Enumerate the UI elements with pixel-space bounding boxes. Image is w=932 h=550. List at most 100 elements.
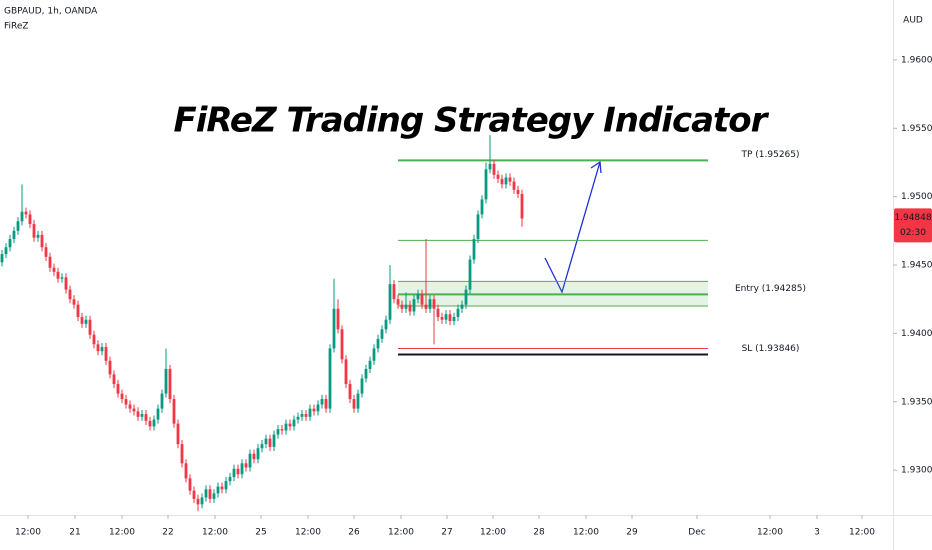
candle-body <box>424 304 428 309</box>
candle-body <box>356 393 360 409</box>
candle-body <box>388 284 392 320</box>
candle-body <box>20 211 24 222</box>
candle-body <box>268 438 272 447</box>
candle-body <box>64 277 68 290</box>
candle-body <box>152 419 156 427</box>
candle-body <box>100 347 104 352</box>
arrow <box>544 160 602 294</box>
x-tick-label: 25 <box>255 528 266 538</box>
candle-body <box>352 399 356 409</box>
candle-body <box>224 481 228 490</box>
candle-body <box>108 360 112 375</box>
candle-body <box>160 393 164 409</box>
candle-body <box>440 316 444 320</box>
candle-body <box>92 334 96 345</box>
candle-body <box>228 476 232 482</box>
candle-body <box>360 378 364 394</box>
candle-body <box>332 308 336 349</box>
candle-body <box>372 348 376 361</box>
candle-body <box>88 319 92 335</box>
level-label: Entry (1.94285) <box>735 284 806 294</box>
candle-body <box>324 399 328 409</box>
y-tick-label: 1.96000 <box>901 55 932 65</box>
candle-body <box>484 169 488 200</box>
level-label: TP (1.95265) <box>740 150 799 160</box>
candle-body <box>396 299 400 305</box>
x-tick-label: 12:00 <box>109 528 135 538</box>
candle-body <box>36 234 40 238</box>
candle-body <box>208 489 212 499</box>
candle-body <box>164 368 168 394</box>
x-tick-label: 12:00 <box>202 528 228 538</box>
candle-body <box>4 247 8 255</box>
candle-body <box>304 414 308 417</box>
candle-body <box>476 214 480 240</box>
candle-body <box>280 429 284 431</box>
candle-body <box>448 314 452 322</box>
x-tick-label: 12:00 <box>573 528 599 538</box>
candle-body <box>380 329 384 339</box>
candle-body <box>32 223 36 238</box>
candle-body <box>48 256 52 268</box>
candle-body <box>56 271 60 279</box>
candle-body <box>220 486 224 490</box>
y-tick-label: 1.93000 <box>901 466 932 476</box>
last-price-label: 1.94848 <box>894 213 931 223</box>
candle-body <box>288 423 292 427</box>
candle-body <box>328 348 332 409</box>
candle-body <box>252 453 256 460</box>
x-tick-label: 12:00 <box>295 528 321 538</box>
candle-body <box>520 193 524 219</box>
candle-body <box>192 490 196 499</box>
candle-body <box>468 259 472 290</box>
candle-body <box>148 420 152 427</box>
candle-body <box>140 414 144 417</box>
candle-body <box>508 177 512 182</box>
candle-body <box>76 304 80 317</box>
candle-body <box>240 463 244 475</box>
candle-body <box>416 293 420 300</box>
x-tick-label: 27 <box>441 528 452 538</box>
candle-body <box>28 214 32 224</box>
candle-body <box>312 408 316 412</box>
candle-body <box>84 319 88 324</box>
candle-body <box>44 247 48 257</box>
candle-body <box>500 178 504 185</box>
candle-body <box>200 497 204 505</box>
x-tick-label: 12:00 <box>15 528 41 538</box>
candle-body <box>264 438 268 445</box>
candle-body <box>296 416 300 420</box>
candle-body <box>80 316 84 324</box>
chart-title: FiReZ Trading Strategy Indicator <box>174 101 770 141</box>
candle-body <box>276 429 280 435</box>
indicator-name: FiReZ <box>4 22 29 32</box>
candle-body <box>212 493 216 499</box>
candle-body <box>420 293 424 305</box>
candle-body <box>452 316 456 322</box>
candle-body <box>320 399 324 405</box>
candle-body <box>112 374 116 384</box>
candle-body <box>144 414 148 421</box>
candle-body <box>344 359 348 384</box>
candle-body <box>132 408 136 412</box>
candle-body <box>232 468 236 477</box>
candle-body <box>8 239 12 248</box>
candle-body <box>516 189 520 194</box>
candle-body <box>348 383 352 400</box>
candle-body <box>124 399 128 405</box>
x-tick-label: 21 <box>69 528 80 538</box>
candle-body <box>236 468 240 475</box>
candle-body <box>488 163 492 170</box>
x-tick-label: 3 <box>814 528 820 538</box>
candle-body <box>24 211 28 215</box>
x-tick-label: Dec <box>688 528 705 538</box>
candle-body <box>136 411 140 417</box>
candle-body <box>188 478 192 491</box>
candle-body <box>400 304 404 309</box>
candle-body <box>248 453 252 468</box>
candle-body <box>404 304 408 309</box>
y-tick-label: 1.94500 <box>901 261 932 271</box>
candle-body <box>96 344 100 352</box>
candle-body <box>204 489 208 498</box>
candle-body <box>460 304 464 309</box>
